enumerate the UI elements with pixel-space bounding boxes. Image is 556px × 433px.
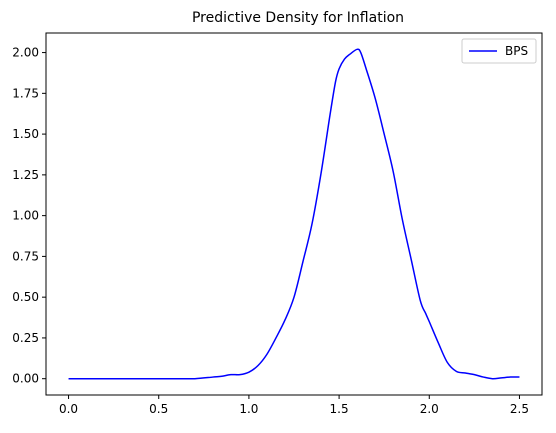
legend: BPS — [461, 38, 537, 64]
x-axis: 0.0 0.5 1.0 1.5 2.0 2.5 — [59, 395, 529, 416]
y-tick-label: 0.75 — [12, 249, 39, 263]
x-tick-label: 0.0 — [59, 402, 78, 416]
series-line-bps — [68, 48, 520, 380]
y-tick-label: 2.00 — [12, 46, 39, 60]
chart-title: Predictive Density for Inflation — [192, 10, 404, 26]
y-tick-label: 0.50 — [12, 290, 39, 304]
y-tick-label: 1.50 — [12, 127, 39, 141]
x-tick-label: 2.5 — [510, 402, 529, 416]
y-tick-label: 0.00 — [12, 372, 39, 386]
y-tick-label: 1.75 — [12, 86, 39, 100]
y-tick-label: 0.25 — [12, 331, 39, 345]
plot-frame — [45, 32, 543, 396]
series-layer — [68, 48, 520, 380]
x-tick-label: 0.5 — [149, 402, 168, 416]
y-axis: 0.00 0.25 0.50 0.75 1.00 1.25 1.50 1.75 2.00 — [12, 46, 46, 386]
x-tick-label: 1.5 — [330, 402, 349, 416]
x-tick-label: 1.0 — [239, 402, 258, 416]
y-tick-label: 1.25 — [12, 168, 39, 182]
y-tick-label: 1.00 — [12, 209, 39, 223]
legend-label-bps: BPS — [505, 44, 528, 58]
x-tick-label: 2.0 — [420, 402, 439, 416]
legend-box — [461, 38, 537, 64]
